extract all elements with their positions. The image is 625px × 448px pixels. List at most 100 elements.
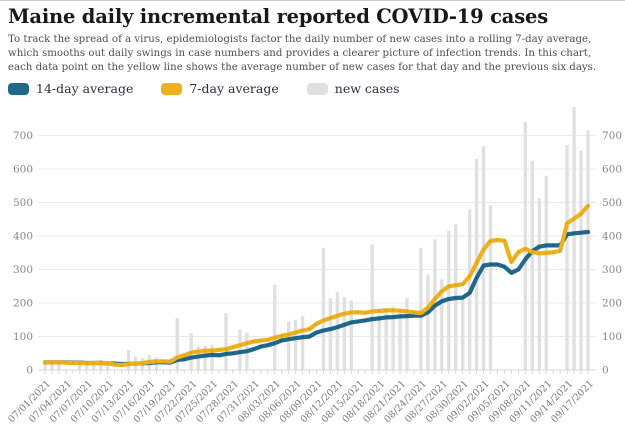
7-day-average-point <box>412 311 415 314</box>
7-day-average-point <box>190 351 193 354</box>
7-day-average-point <box>399 309 402 312</box>
7-day-average-point <box>120 364 123 367</box>
14-day-average-point <box>496 263 499 266</box>
7-day-average-point <box>106 362 109 365</box>
7-day-average-point <box>454 284 457 287</box>
chart-header: Maine daily incremental reported COVID-1… <box>0 1 625 74</box>
7-day-average-point <box>587 204 589 207</box>
new-cases-bar <box>105 362 110 371</box>
14-day-average-point <box>433 304 436 307</box>
14-day-average-point <box>273 342 276 345</box>
y-axis-label-left: 700 <box>13 130 33 142</box>
new-cases-bar <box>300 316 305 371</box>
7-day-average-point <box>559 249 562 252</box>
new-cases-bar <box>78 361 82 371</box>
legend-item-7-day-average: 7-day average <box>161 81 279 97</box>
7-day-average-point <box>364 311 367 314</box>
y-axis-label-left: 600 <box>13 164 33 176</box>
7-day-average-point <box>489 240 492 243</box>
y-axis-label-right: 300 <box>602 264 622 276</box>
new-cases-bar <box>224 313 228 371</box>
new-cases-bar <box>488 205 493 371</box>
7-day-average-point <box>127 363 130 366</box>
14-day-average-point <box>343 323 346 326</box>
new-cases-bar <box>384 308 388 371</box>
7-day-average-point <box>538 252 541 255</box>
14-day-average-point <box>231 352 234 355</box>
new-cases-bar <box>572 107 576 371</box>
7-day-average-point <box>64 361 67 364</box>
7-day-average-point <box>44 361 46 364</box>
14-day-average-point <box>197 355 200 358</box>
7-day-average-point <box>315 322 318 325</box>
y-axis-label-right: 600 <box>602 164 622 176</box>
14-day-average-point <box>482 264 485 267</box>
7-day-average-point <box>197 350 200 353</box>
7-day-average-point <box>336 314 339 317</box>
7-day-average-point <box>148 361 151 364</box>
7-day-average-point <box>322 319 325 322</box>
7-day-average-point <box>252 340 255 343</box>
7-day-average-point <box>280 334 283 337</box>
new-cases-bar <box>460 298 465 371</box>
7-day-average-point <box>231 346 234 349</box>
new-cases-bar <box>203 345 207 371</box>
new-cases-bar <box>92 361 96 371</box>
7-day-average-point <box>259 339 262 342</box>
new-cases-bar <box>481 146 486 371</box>
7-day-average-point <box>524 247 527 250</box>
y-axis-label-left: 0 <box>26 365 33 377</box>
14-day-average-point <box>538 245 541 248</box>
7-day-average-point <box>440 290 443 293</box>
7-day-average-point <box>78 362 81 365</box>
7-day-average-point <box>503 239 506 242</box>
y-axis-label-right: 100 <box>602 331 622 343</box>
7-day-average-point <box>99 361 102 364</box>
new-cases-bar <box>426 274 430 371</box>
new-cases-bar <box>57 363 61 371</box>
14-day-average-point <box>211 354 214 357</box>
14-day-average-point <box>245 350 248 353</box>
14-day-average-point <box>447 298 450 301</box>
y-axis-label-left: 400 <box>13 231 33 243</box>
14-day-average-point <box>412 314 415 317</box>
14-day-average-point <box>266 344 269 347</box>
7-day-average-point <box>433 298 436 301</box>
y-axis-label-right: 700 <box>602 130 622 142</box>
14-day-average-point <box>399 315 402 318</box>
14-day-average-point <box>280 339 283 342</box>
y-axis-label-left: 200 <box>13 298 33 310</box>
new-cases-bar <box>85 362 89 371</box>
14-day-average-point <box>252 348 255 351</box>
legend-label: 14-day average <box>36 81 134 97</box>
7-day-average-point <box>155 360 158 363</box>
7-day-average-point <box>273 336 276 339</box>
14-day-average-point <box>357 320 360 323</box>
7-day-average-point <box>482 248 485 251</box>
7-day-average-point <box>545 251 548 254</box>
14-day-average-swatch-icon <box>8 82 29 95</box>
7-day-average-point <box>371 310 374 313</box>
7-day-average-point <box>113 363 116 366</box>
new-cases-bar <box>273 284 277 371</box>
7-day-average-swatch-icon <box>161 82 183 95</box>
page-title: Maine daily incremental reported COVID-1… <box>8 5 549 28</box>
new-cases-bar <box>544 175 548 371</box>
14-day-average-point <box>573 232 576 235</box>
7-day-average-point <box>475 261 478 264</box>
covid-cases-chart: 0 0 100 100 200 200 300 300 400 400 500 500 600 600 70… <box>6 107 622 425</box>
new-cases-bar <box>175 318 179 371</box>
14-day-average-point <box>406 315 408 318</box>
7-day-average-point <box>566 222 569 225</box>
7-day-average-point <box>294 331 297 334</box>
14-day-average-point <box>287 338 290 341</box>
new-cases-bar <box>586 130 590 371</box>
legend-label: 7-day average <box>189 81 279 97</box>
7-day-average-point <box>308 328 311 331</box>
7-day-average-point <box>406 310 408 313</box>
new-cases-bar <box>321 247 326 371</box>
14-day-average-point <box>426 311 429 314</box>
7-day-average-point <box>552 251 555 254</box>
14-day-average-point <box>461 296 464 299</box>
14-day-average-point <box>552 244 555 247</box>
